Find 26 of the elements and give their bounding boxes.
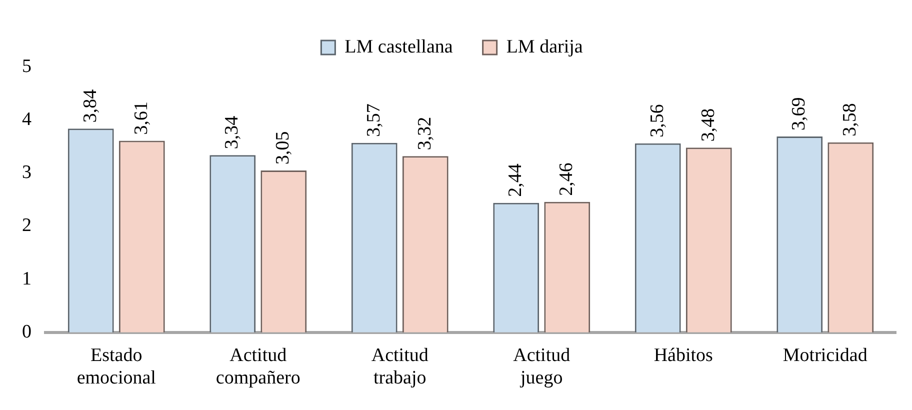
y-tick-label: 5 — [22, 56, 32, 77]
data-label: 2,46 — [556, 162, 578, 196]
y-tick-label: 2 — [22, 215, 32, 236]
y-tick-label: 1 — [22, 268, 32, 290]
data-label: 3,84 — [80, 88, 101, 123]
data-label: 2,44 — [505, 163, 526, 197]
x-tick-label: Actitud compañero — [216, 344, 300, 389]
data-label: 3,05 — [272, 131, 294, 165]
data-label: 3,58 — [840, 103, 861, 136]
y-tick-label: 0 — [22, 321, 32, 342]
data-label: 3,32 — [414, 116, 436, 150]
y-tick-label: 4 — [22, 109, 32, 130]
legend-label: LM castellana — [344, 36, 454, 58]
data-label: 3,61 — [130, 102, 152, 135]
x-tick-label: Actitud juego — [513, 344, 571, 389]
data-label: 3,48 — [698, 108, 719, 142]
y-tick-label: 3 — [22, 162, 32, 184]
data-label: 3,56 — [646, 104, 668, 138]
legend-label: LM darija — [506, 36, 584, 58]
data-label: 3,57 — [363, 104, 384, 137]
data-label: 3,69 — [788, 97, 810, 131]
data-label: 3,34 — [222, 115, 243, 150]
x-tick-label: Hábitos — [654, 344, 713, 366]
x-tick-label: Estado emocional — [76, 344, 156, 389]
x-tick-label: Motricidad — [782, 344, 868, 366]
x-tick-label: Actitud trabajo — [371, 344, 429, 389]
